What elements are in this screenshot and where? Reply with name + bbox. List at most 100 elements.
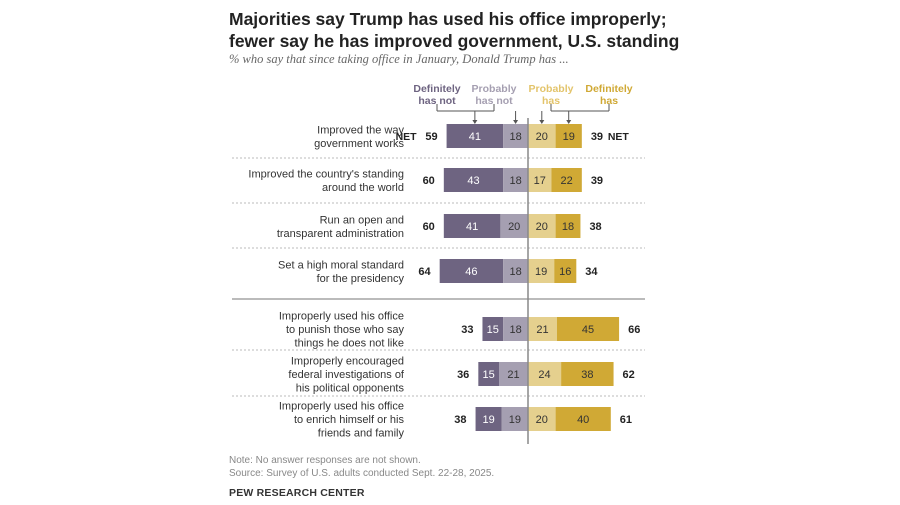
category-label: Improved the country's standing [248, 168, 404, 180]
category-label: Improperly used his office [279, 401, 404, 413]
bar-value-definitely-has: 38 [581, 369, 593, 381]
bar-value-probably-not: 21 [507, 369, 519, 381]
bar-value-definitely-not: 43 [467, 175, 479, 187]
bar-probably-has [528, 214, 556, 238]
bar-definitely-not [475, 407, 502, 431]
chart-title: Majorities say Trump has used his office… [229, 8, 679, 52]
legend-label-probably-has: has [542, 95, 560, 107]
source-text: Source: Survey of U.S. adults conducted … [229, 468, 495, 479]
bar-value-probably-has: 24 [538, 369, 550, 381]
category-label: government works [314, 138, 404, 150]
net-has-value: 61 [620, 414, 632, 426]
legend-label-definitely-has: has [600, 95, 618, 107]
category-label: transparent administration [277, 228, 404, 240]
bar-value-probably-has: 20 [536, 221, 548, 233]
bar-value-probably-has: 19 [535, 266, 547, 278]
bar-probably-not [499, 362, 528, 386]
bar-value-probably-not: 20 [508, 221, 520, 233]
bar-probably-has [528, 362, 562, 386]
net-not-value: 36 [457, 369, 469, 381]
bar-value-definitely-has: 16 [559, 266, 571, 278]
note-text: Note: No answer responses are not shown. [229, 455, 421, 466]
category-label: his political opponents [296, 383, 405, 395]
bar-probably-has [528, 317, 557, 341]
legend-label-definitely-not: has not [418, 95, 456, 107]
bar-value-probably-has: 17 [534, 175, 546, 187]
category-label: to punish those who say [286, 324, 405, 336]
bar-value-definitely-not: 15 [483, 369, 495, 381]
bar-definitely-has [556, 317, 620, 341]
bar-value-probably-not: 19 [509, 414, 521, 426]
category-label: federal investigations of [288, 369, 405, 381]
bar-definitely-not [446, 124, 504, 148]
bar-probably-not [503, 317, 528, 341]
bar-value-probably-has: 20 [536, 414, 548, 426]
net-not-value: 60 [423, 175, 435, 187]
bar-probably-not [501, 407, 528, 431]
bar-probably-not [503, 124, 528, 148]
bar-definitely-has [555, 407, 611, 431]
category-label: Improved the way [317, 124, 404, 136]
net-has-value: 62 [623, 369, 635, 381]
bar-value-definitely-not: 46 [465, 266, 477, 278]
bar-value-probably-not: 18 [509, 175, 521, 187]
legend-label-definitely-has: Definitely [585, 83, 632, 95]
chart-title-line-1: Majorities say Trump has used his office… [229, 9, 667, 29]
bar-probably-has [528, 124, 556, 148]
net-has-value: 38 [589, 221, 601, 233]
bar-value-definitely-has: 19 [563, 131, 575, 143]
net-label-left: NET [396, 131, 418, 143]
bar-value-definitely-not: 41 [469, 131, 481, 143]
legend-arrow-1 [513, 120, 519, 124]
net-not-value: 33 [461, 324, 473, 336]
net-has-value: 34 [585, 266, 598, 278]
net-has-value: 66 [628, 324, 640, 336]
bar-value-definitely-has: 18 [562, 221, 574, 233]
category-label: Run an open and [320, 214, 404, 226]
legend-arrow-2 [539, 120, 545, 124]
bar-value-definitely-not: 41 [466, 221, 478, 233]
chart-subtitle: % who say that since taking office in Ja… [229, 52, 569, 66]
category-label: Set a high moral standard [278, 259, 404, 271]
bar-probably-has [528, 168, 552, 192]
legend-label-definitely-not: Definitely [413, 83, 460, 95]
net-has-value: 39 [591, 131, 603, 143]
category-label: Improperly used his office [279, 311, 404, 323]
bar-value-definitely-has: 40 [577, 414, 589, 426]
category-label: for the presidency [317, 273, 405, 285]
bar-definitely-not [439, 259, 504, 283]
bar-definitely-has [554, 259, 577, 283]
bar-definitely-has [555, 214, 581, 238]
net-not-value: 59 [425, 131, 437, 143]
category-label: around the world [322, 182, 404, 194]
net-not-value: 60 [423, 221, 435, 233]
bar-value-definitely-has: 45 [582, 324, 594, 336]
legend-label-probably-not: has not [475, 95, 513, 107]
bar-value-probably-not: 18 [509, 131, 521, 143]
bar-probably-not [503, 259, 528, 283]
legend-arrow-0 [472, 120, 478, 124]
bar-definitely-not [478, 362, 500, 386]
category-label: Improperly encouraged [291, 356, 404, 368]
bar-value-definitely-not: 15 [487, 324, 499, 336]
net-not-value: 64 [418, 266, 431, 278]
bar-value-probably-not: 18 [509, 266, 521, 278]
chart-notes: Note: No answer responses are not shown.… [229, 454, 494, 480]
bar-probably-not [500, 214, 528, 238]
bar-probably-has [528, 259, 555, 283]
category-label: things he does not like [295, 338, 404, 350]
legend-arrow-3 [566, 120, 572, 124]
bar-value-probably-not: 18 [509, 324, 521, 336]
bar-definitely-not [482, 317, 504, 341]
bar-value-probably-has: 20 [536, 131, 548, 143]
bar-definitely-has [561, 362, 614, 386]
legend-label-probably-has: Probably [529, 83, 574, 95]
category-label: to enrich himself or his [294, 414, 405, 426]
bar-definitely-not [443, 214, 501, 238]
bar-definitely-has [555, 124, 582, 148]
bar-value-definitely-has: 22 [561, 175, 573, 187]
pew-credit: PEW RESEARCH CENTER [229, 487, 365, 499]
chart-title-line-2: fewer say he has improved government, U.… [229, 31, 680, 51]
bar-value-probably-has: 21 [536, 324, 548, 336]
